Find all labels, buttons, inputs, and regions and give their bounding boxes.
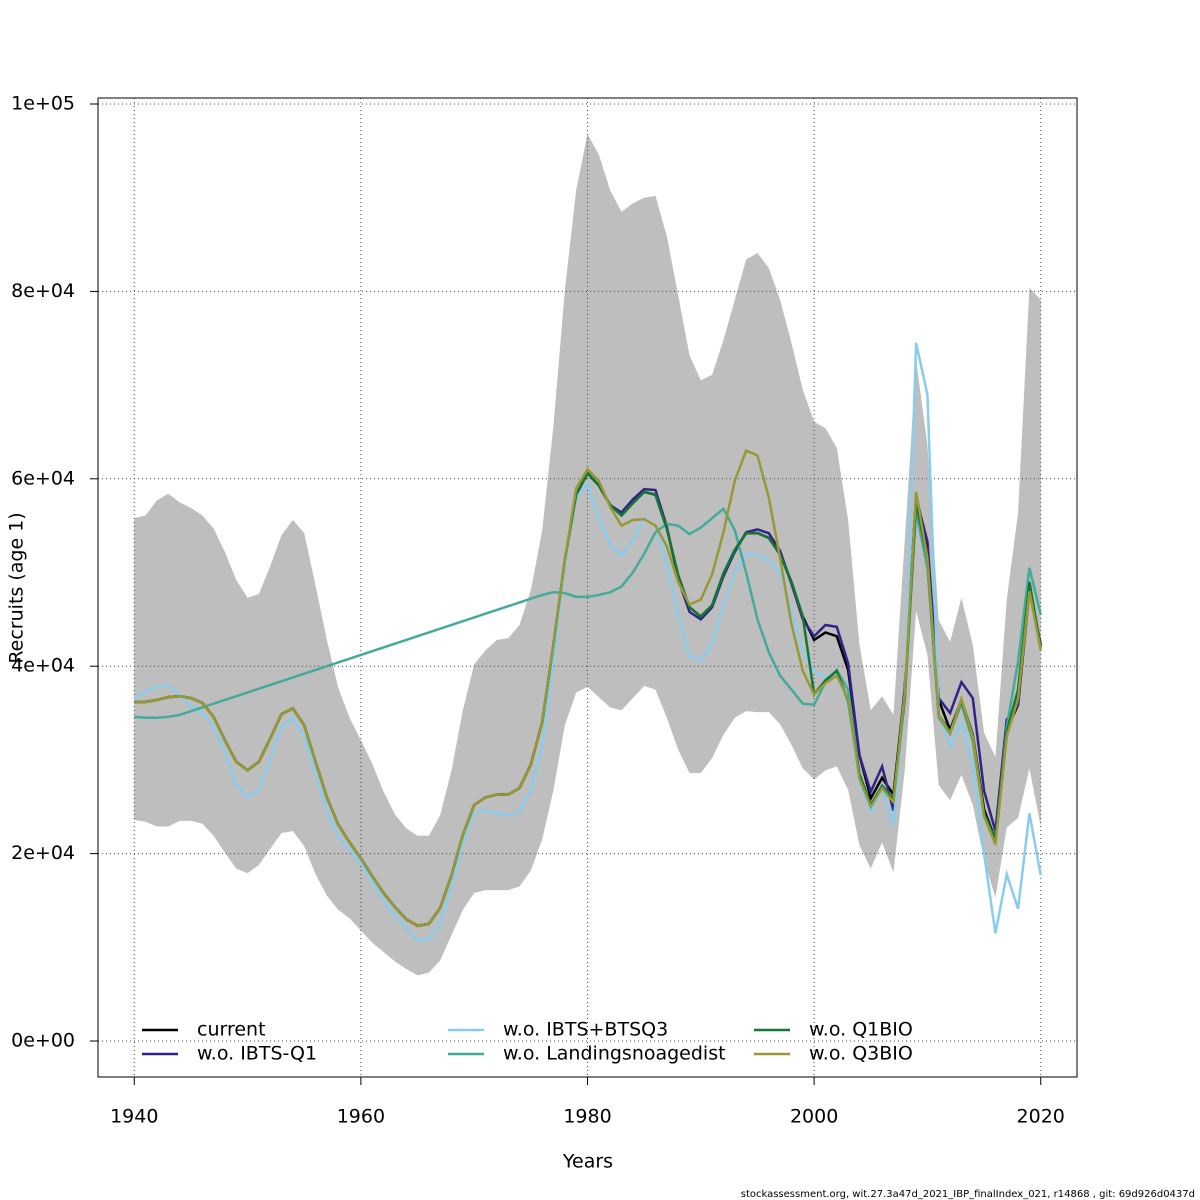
footer: stockassessment.org, wit.27.3a47d_2021_I… — [741, 1189, 1195, 1200]
y-tick-label: 2e+04 — [11, 842, 75, 864]
y-tick-label: 4e+04 — [11, 655, 75, 677]
legend-label: w.o. IBTS+BTSQ3 — [503, 1019, 668, 1041]
x-axis-title: Years — [562, 1151, 613, 1173]
x-tick-label: 1960 — [337, 1106, 385, 1128]
y-tick-label: 6e+04 — [11, 467, 75, 489]
series-line — [133, 342, 1042, 943]
series-line — [134, 449, 1042, 928]
legend-label: w.o. Q1BIO — [809, 1019, 913, 1041]
legend-label: w.o. Landingsnoagedist — [503, 1043, 726, 1065]
y-tick-label: 0e+00 — [11, 1030, 75, 1052]
plot-frame — [97, 97, 1078, 1078]
x-tick-label: 2000 — [790, 1106, 838, 1128]
x-tick-label: 1980 — [563, 1106, 611, 1128]
y-tick-label: 8e+04 — [11, 280, 75, 302]
legend-label: w.o. IBTS-Q1 — [197, 1043, 317, 1065]
x-tick-label: 1940 — [110, 1106, 158, 1128]
y-axis-title: Recruits (age 1) — [6, 512, 28, 663]
legend-label: current — [197, 1019, 266, 1041]
x-tick-label: 2020 — [1017, 1106, 1065, 1128]
y-tick-label: 1e+05 — [11, 92, 75, 114]
legend-label: w.o. Q3BIO — [809, 1043, 913, 1065]
